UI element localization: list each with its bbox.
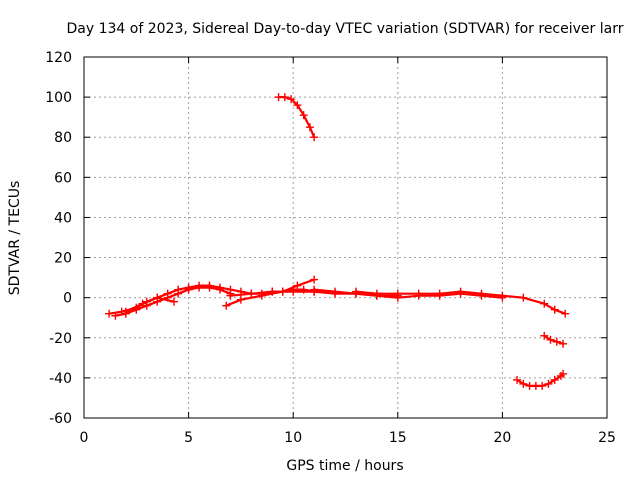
data-point xyxy=(205,283,214,292)
x-tick-label: 20 xyxy=(493,430,511,446)
series-line-arc-main-c xyxy=(125,296,175,313)
chart-title: Day 134 of 2023, Sidereal Day-to-day VTE… xyxy=(67,21,624,37)
x-tick-label: 0 xyxy=(80,430,89,446)
data-point xyxy=(226,291,235,300)
data-point xyxy=(372,289,381,298)
data-point xyxy=(414,289,423,298)
y-tick-label: 120 xyxy=(45,50,72,66)
data-point xyxy=(456,287,465,296)
data-point xyxy=(498,291,507,300)
data-point xyxy=(305,123,314,132)
data-point xyxy=(111,311,120,320)
series-group xyxy=(105,93,570,390)
data-point xyxy=(435,289,444,298)
data-point xyxy=(393,289,402,298)
data-point xyxy=(538,381,547,390)
x-tick-label: 25 xyxy=(598,430,616,446)
data-point xyxy=(293,101,302,110)
axis-ticks: 0 5 10 15 20 25 -60 -40 -20 0 20 40 60 80 100 120 xyxy=(45,50,616,446)
x-tick-label: 5 xyxy=(184,430,193,446)
data-point xyxy=(310,285,319,294)
data-point xyxy=(105,309,114,318)
x-tick-label: 10 xyxy=(284,430,302,446)
y-tick-label: -40 xyxy=(49,371,72,387)
plot-frame xyxy=(83,56,608,419)
data-point xyxy=(552,337,561,346)
x-axis-label: GPS time / hours xyxy=(286,458,403,474)
data-point xyxy=(550,305,559,314)
series-line-arc-main-f xyxy=(313,288,503,299)
y-tick-label: 40 xyxy=(54,210,72,226)
data-point xyxy=(351,287,360,296)
data-point xyxy=(559,369,568,378)
x-tick-label: 15 xyxy=(389,430,407,446)
data-point xyxy=(280,93,289,102)
data-point xyxy=(540,331,549,340)
data-point xyxy=(247,289,256,298)
data-point xyxy=(513,375,522,384)
data-point xyxy=(268,287,277,296)
data-point xyxy=(184,285,193,294)
data-point xyxy=(222,301,231,310)
data-point xyxy=(236,295,245,304)
data-point xyxy=(310,275,319,284)
data-point xyxy=(550,375,559,384)
data-point xyxy=(299,111,308,120)
data-point xyxy=(310,133,319,142)
series-line-arc-low-1 xyxy=(543,334,564,345)
y-tick-label: 60 xyxy=(54,170,72,186)
series-line-arc-high xyxy=(278,95,316,138)
data-point xyxy=(293,281,302,290)
data-point xyxy=(195,283,204,292)
y-tick-label: -20 xyxy=(49,331,72,347)
y-tick-label: 20 xyxy=(54,251,72,267)
data-point xyxy=(544,379,553,388)
data-point xyxy=(121,307,130,316)
y-tick-label: 0 xyxy=(63,291,72,307)
data-point xyxy=(153,293,162,302)
data-point xyxy=(519,379,528,388)
y-tick-label: 100 xyxy=(45,90,72,106)
grid xyxy=(84,57,607,418)
data-point xyxy=(215,285,224,294)
data-point xyxy=(477,289,486,298)
y-axis-label: SDTVAR / TECUs xyxy=(7,181,23,296)
data-point xyxy=(169,297,178,306)
data-point xyxy=(519,293,528,302)
data-point xyxy=(559,339,568,348)
y-tick-label: -60 xyxy=(49,411,72,427)
y-tick-label: 80 xyxy=(54,130,72,146)
data-point xyxy=(174,289,183,298)
data-point xyxy=(331,287,340,296)
data-point xyxy=(540,299,549,308)
data-point xyxy=(138,299,147,308)
data-point xyxy=(289,287,298,296)
data-point xyxy=(287,95,296,104)
data-point xyxy=(546,335,555,344)
data-point xyxy=(561,309,570,318)
